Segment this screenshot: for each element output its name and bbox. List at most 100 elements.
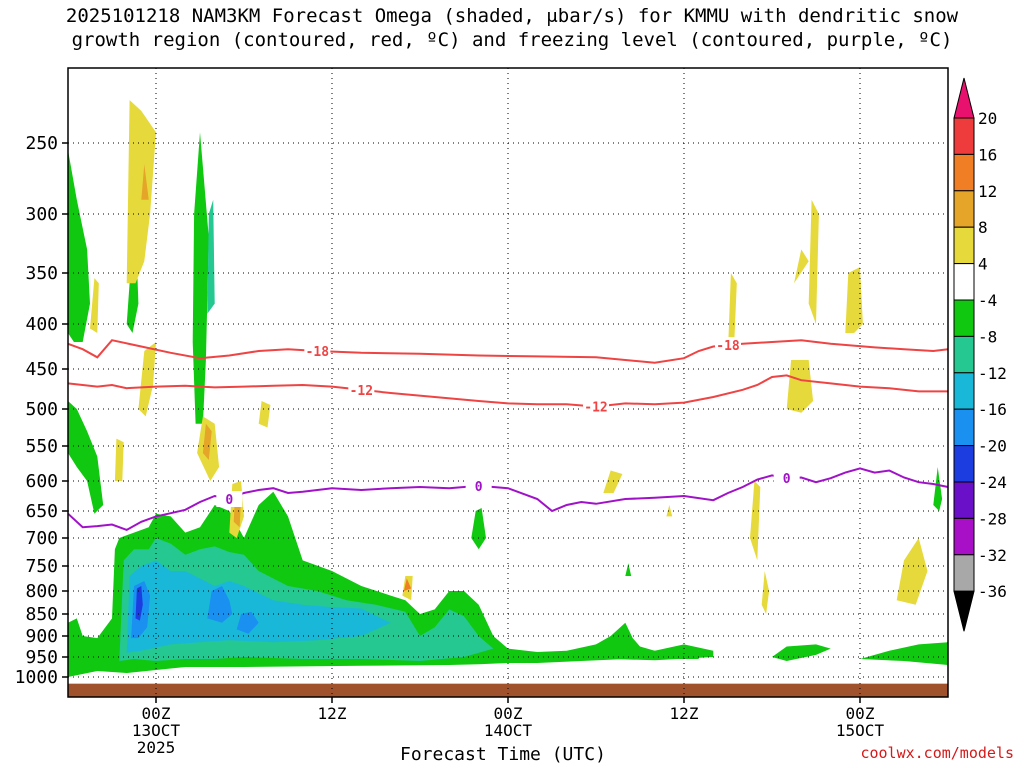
colorbar-top-arrow (953, 77, 975, 119)
y-tick-label: 350 (25, 263, 58, 284)
descent-yellow-j (750, 481, 761, 561)
gridlines (68, 68, 948, 697)
colorbar-tick-label: 4 (978, 255, 988, 274)
omega-region-green-upper-b (192, 132, 209, 424)
temperature-contours: -18 -18 -12 -12 0 0 0 (67, 337, 949, 531)
omega-region-green-upper-a (68, 150, 90, 342)
colorbar-swatch (953, 408, 975, 447)
y-tick-label: 1000 (15, 667, 58, 688)
y-tick-label: 750 (25, 556, 58, 577)
y-tick-label: 950 (25, 647, 58, 668)
contour-label-bg (715, 337, 741, 354)
descent-yellow-k (761, 571, 770, 614)
descent-yellow-g (114, 438, 124, 481)
contour-label: 0 (783, 472, 791, 487)
y-axis-pressure: 2503003504004505005506006507007508008509… (15, 133, 68, 688)
colorbar-tick-label: 8 (978, 218, 988, 237)
colorbar-tick-label: -12 (978, 364, 1007, 383)
contour-label-bg (348, 381, 375, 398)
colorbar-swatch (953, 153, 975, 192)
contour-line (67, 374, 948, 408)
ground-strip-rect (68, 683, 948, 697)
descent-yellow-o (845, 267, 863, 333)
colorbar-swatch (953, 299, 975, 337)
omega-region-green-low-d (860, 642, 948, 665)
descent-yellow-c (138, 342, 156, 417)
credit-link[interactable]: coolwx.com/models (860, 744, 1014, 762)
x-tick-label: 15OCT (836, 721, 885, 740)
y-tick-label: 650 (25, 501, 58, 522)
title-line-1: 2025101218 NAM3KM Forecast Omega (shaded… (65, 5, 959, 27)
descent-yellow-i (728, 273, 737, 351)
descent-gold-b (202, 423, 212, 460)
y-tick-label: 600 (25, 471, 58, 492)
contour-line (67, 339, 949, 364)
contour-label-bg (465, 477, 492, 494)
colorbar-bottom-arrow (953, 590, 975, 632)
colorbar-tick-label: -36 (978, 582, 1007, 601)
contour-label-bg (216, 491, 243, 507)
descent-yellow-b (90, 278, 99, 333)
colorbar-tick-label: 16 (978, 145, 997, 164)
contour-label: -12 (584, 401, 607, 416)
contour-label: -12 (350, 384, 373, 399)
descent-yellow-f (258, 401, 271, 428)
y-tick-label: 300 (25, 204, 58, 225)
descent-gold-a (141, 164, 149, 200)
colorbar-tick-label: -4 (978, 291, 997, 310)
omega-region-green-low-b (610, 644, 714, 661)
colorbar-swatch (953, 263, 975, 301)
x-tick-label: 00Z (142, 704, 171, 723)
contour-label: 0 (225, 493, 233, 508)
ground-strip (68, 683, 948, 697)
colorbar-swatch (953, 117, 975, 155)
x-tick-label: 00Z (494, 704, 523, 723)
descent-orange-a (403, 578, 412, 591)
y-tick-label: 250 (25, 133, 58, 154)
colorbar-tick-label: 12 (978, 182, 997, 201)
x-tick-label: 12Z (318, 704, 347, 723)
contour-label: -18 (306, 345, 330, 360)
omega-region-blue-c (236, 611, 259, 634)
x-tick-label: 2025 (137, 738, 176, 757)
y-tick-label: 700 (25, 528, 58, 549)
y-tick-label: 400 (25, 314, 58, 335)
omega-shaded-field (68, 100, 948, 677)
y-tick-label: 850 (25, 604, 58, 625)
y-tick-label: 550 (25, 436, 58, 457)
descent-yellow-m (794, 249, 809, 284)
omega-region-cyan (126, 560, 391, 653)
x-tick-label: 12Z (670, 704, 699, 723)
omega-region-teal-upper (207, 199, 215, 314)
contour-label: 0 (475, 480, 483, 495)
descent-yellow-a (126, 100, 156, 284)
descent-yellow-l (786, 360, 814, 413)
contour-line (67, 467, 949, 531)
colorbar-tick-label: -28 (978, 509, 1007, 528)
colorbar-swatch (953, 226, 975, 265)
colorbar-swatch (953, 190, 975, 228)
omega-region-green-right (933, 467, 943, 511)
colorbar-swatch (953, 517, 975, 556)
contour-label-bg (773, 470, 800, 487)
colorbar-tick-label: -24 (978, 473, 1007, 492)
colorbar: 20 16 12 8 4 -4 -8 -12 -16 -20 -24 -28 -32 -36 (953, 77, 1007, 632)
colorbar-swatch (953, 445, 975, 483)
omega-region-green-mid-c (625, 563, 632, 576)
descent-yellow-n (808, 199, 819, 324)
x-tick-label: 13OCT (132, 721, 181, 740)
colorbar-swatch (953, 554, 975, 592)
title-line-2: growth region (contoured, red, ºC) and f… (71, 29, 953, 51)
colorbar-tick-label: -32 (978, 546, 1007, 565)
contour-label-bg (583, 398, 609, 415)
colorbar-swatch (953, 481, 975, 519)
colorbar-swatch (953, 372, 975, 410)
chart-title: 2025101218 NAM3KM Forecast Omega (shaded… (0, 4, 1024, 52)
omega-region-green-low-c (772, 644, 831, 661)
colorbar-tick-label: -8 (978, 327, 997, 346)
contour-label-bg (304, 343, 331, 359)
omega-region-green-mid-b (471, 508, 486, 550)
y-tick-label: 800 (25, 581, 58, 602)
